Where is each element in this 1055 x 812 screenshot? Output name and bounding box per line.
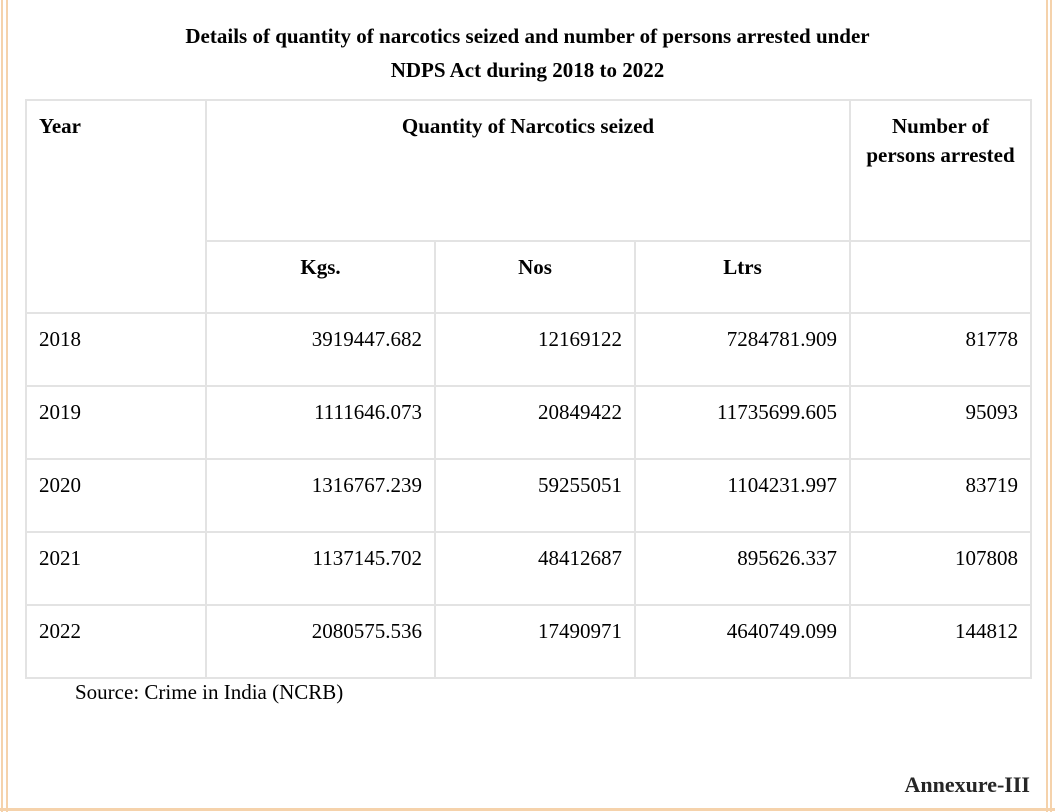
header-unit-ltrs: Ltrs	[634, 240, 851, 314]
year-cell: 2019	[25, 385, 207, 460]
table-row: 2021 1137145.702 48412687 895626.337 107…	[25, 531, 1032, 606]
page-title-line-1: Details of quantity of narcotics seized …	[185, 24, 870, 48]
table-row: 2018 3919447.682 12169122 7284781.909 81…	[25, 312, 1032, 387]
header-quantity-group: Quantity of Narcotics seized	[205, 99, 851, 242]
table-row: 2020 1316767.239 59255051 1104231.997 83…	[25, 458, 1032, 533]
page-title-line-2: NDPS Act during 2018 to 2022	[390, 58, 665, 82]
arrested-cell: 81778	[849, 312, 1032, 387]
nos-cell: 48412687	[434, 531, 636, 606]
nos-cell: 12169122	[434, 312, 636, 387]
header-year: Year	[25, 99, 207, 314]
header-persons-arrested: Number of persons arrested	[849, 99, 1032, 242]
nos-cell: 20849422	[434, 385, 636, 460]
kgs-cell: 1111646.073	[205, 385, 436, 460]
table-row: 2019 1111646.073 20849422 11735699.605 9…	[25, 385, 1032, 460]
narcotics-seizure-table: Year Quantity of Narcotics seized Number…	[25, 99, 1032, 679]
nos-cell: 17490971	[434, 604, 636, 679]
ltrs-cell: 1104231.997	[634, 458, 851, 533]
page-frame-right-inner-line	[1046, 0, 1048, 812]
annexure-label: Annexure-III	[904, 772, 1030, 797]
kgs-cell: 1316767.239	[205, 458, 436, 533]
arrested-cell: 95093	[849, 385, 1032, 460]
kgs-cell: 1137145.702	[205, 531, 436, 606]
year-cell: 2021	[25, 531, 207, 606]
kgs-cell: 3919447.682	[205, 312, 436, 387]
kgs-cell: 2080575.536	[205, 604, 436, 679]
table-row: 2022 2080575.536 17490971 4640749.099 14…	[25, 604, 1032, 679]
nos-cell: 59255051	[434, 458, 636, 533]
ltrs-cell: 4640749.099	[634, 604, 851, 679]
header-unit-kgs: Kgs.	[205, 240, 436, 314]
page-title: Details of quantity of narcotics seized …	[25, 19, 1030, 87]
ltrs-cell: 895626.337	[634, 531, 851, 606]
ltrs-cell: 7284781.909	[634, 312, 851, 387]
arrested-cell: 107808	[849, 531, 1032, 606]
header-arrested-empty-cell	[849, 240, 1032, 314]
year-cell: 2018	[25, 312, 207, 387]
page-frame-right-outer-line	[1050, 0, 1052, 812]
source-note: Source: Crime in India (NCRB)	[75, 680, 344, 704]
table-header-row-1: Year Quantity of Narcotics seized Number…	[25, 99, 1032, 314]
year-cell: 2020	[25, 458, 207, 533]
page-frame-bottom-line	[0, 808, 1055, 811]
page-frame-left-outer-line	[1, 0, 3, 812]
header-unit-nos: Nos	[434, 240, 636, 314]
arrested-cell: 144812	[849, 604, 1032, 679]
year-cell: 2022	[25, 604, 207, 679]
page-frame-left-inner-line	[6, 0, 8, 812]
ltrs-cell: 11735699.605	[634, 385, 851, 460]
arrested-cell: 83719	[849, 458, 1032, 533]
table-header-row-2: Kgs. Nos Ltrs	[26, 240, 1032, 314]
